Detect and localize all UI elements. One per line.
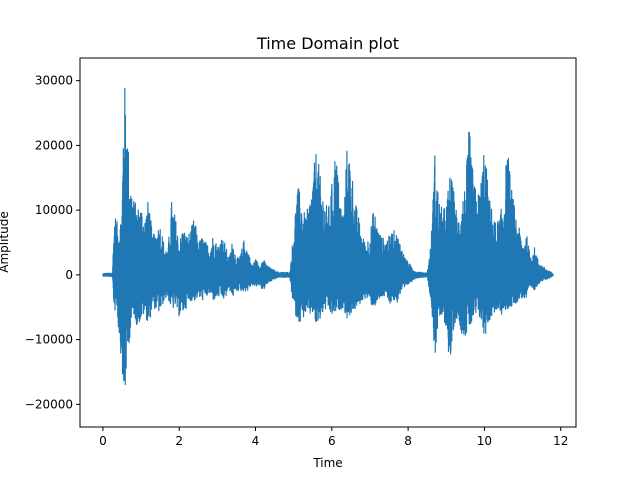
y-tick-label: 20000	[35, 138, 73, 152]
y-tick-label: −20000	[25, 397, 73, 411]
y-tick-label: −10000	[25, 333, 73, 347]
x-tick-label: 6	[328, 434, 336, 448]
x-tick-label: 4	[252, 434, 260, 448]
x-tick-label: 12	[553, 434, 568, 448]
x-tick-label: 8	[404, 434, 412, 448]
y-tick-label: 30000	[35, 74, 73, 88]
axes-frame	[79, 57, 577, 428]
y-tick-label: 0	[65, 268, 73, 282]
x-tick-label: 10	[477, 434, 492, 448]
x-axis-label: Time	[312, 456, 342, 470]
x-tick-label: 2	[175, 434, 183, 448]
y-tick-label: 10000	[35, 203, 73, 217]
y-axis-label: Amplitude	[0, 211, 11, 273]
x-axis: 0 2 4 6 8 10 12	[99, 427, 568, 448]
x-tick-label: 0	[99, 434, 107, 448]
chart-title: Time Domain plot	[256, 34, 399, 53]
plot-area	[102, 87, 554, 386]
y-axis: −20000 −10000 0 10000 20000 30000	[25, 74, 80, 411]
waveform-series-line	[102, 87, 554, 386]
